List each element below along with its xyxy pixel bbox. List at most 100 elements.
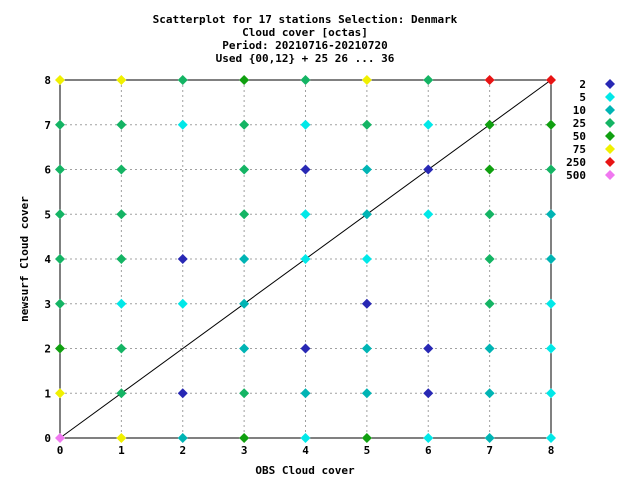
y-tick-label-1: 1 (44, 387, 51, 400)
data-points (55, 75, 556, 443)
data-point-27 (116, 209, 127, 220)
data-point-29 (300, 209, 311, 220)
x-axis-label: OBS Cloud cover (255, 464, 355, 477)
y-axis-label: newsurf Cloud cover (18, 196, 31, 322)
data-point-66 (55, 433, 65, 443)
legend-label-4: 50 (573, 130, 586, 143)
legend-label-6: 250 (566, 156, 586, 169)
data-point-35 (116, 254, 127, 264)
data-point-0 (55, 75, 65, 85)
data-point-51 (239, 343, 250, 354)
data-point-37 (239, 254, 250, 264)
data-point-44 (177, 298, 188, 309)
data-point-31 (423, 209, 434, 220)
y-tick-label-0: 0 (44, 432, 51, 445)
data-point-36 (177, 254, 188, 264)
data-point-5 (361, 75, 372, 85)
data-point-53 (361, 343, 372, 354)
data-point-42 (55, 298, 65, 309)
data-point-32 (484, 209, 495, 220)
legend-marker-7 (605, 170, 615, 180)
legend-marker-3 (605, 118, 615, 128)
data-point-57 (55, 388, 65, 399)
legend-marker-0 (605, 79, 615, 89)
legend-marker-4 (605, 131, 615, 141)
legend-marker-5 (605, 144, 615, 154)
x-tick-label-8: 8 (548, 444, 555, 457)
x-tick-label-0: 0 (57, 444, 64, 457)
y-tick-label-2: 2 (44, 343, 51, 356)
legend-label-5: 75 (573, 143, 586, 156)
data-point-11 (177, 119, 188, 130)
data-point-24 (484, 164, 495, 175)
data-point-60 (239, 388, 250, 399)
y-tick-label-4: 4 (44, 253, 51, 266)
data-point-70 (300, 433, 311, 443)
y-tick-label-5: 5 (44, 208, 51, 221)
legend-marker-6 (605, 157, 615, 167)
data-point-56 (546, 343, 556, 354)
data-point-45 (239, 298, 250, 309)
data-point-39 (361, 254, 372, 264)
data-point-59 (177, 388, 188, 399)
data-point-17 (546, 119, 556, 130)
data-point-33 (546, 209, 556, 220)
legend-marker-1 (605, 92, 615, 102)
data-point-73 (484, 433, 495, 443)
data-point-4 (300, 75, 311, 85)
data-point-18 (55, 164, 65, 175)
data-point-10 (116, 119, 127, 130)
data-point-65 (546, 388, 556, 399)
data-point-40 (484, 254, 495, 264)
title-line-1: Scatterplot for 17 stations Selection: D… (153, 13, 458, 26)
data-point-28 (239, 209, 250, 220)
data-point-54 (423, 343, 434, 354)
data-point-71 (361, 433, 372, 443)
data-point-21 (300, 164, 311, 175)
y-tick-label-6: 6 (44, 164, 51, 177)
data-point-7 (484, 75, 495, 85)
data-point-1 (116, 75, 127, 85)
data-point-43 (116, 298, 127, 309)
x-tick-label-1: 1 (118, 444, 125, 457)
y-tick-label-3: 3 (44, 298, 51, 311)
data-point-22 (361, 164, 372, 175)
data-point-74 (546, 433, 556, 443)
title-line-2: Cloud cover [octas] (242, 26, 368, 39)
legend-label-1: 5 (579, 91, 586, 104)
data-point-47 (484, 298, 495, 309)
data-point-2 (177, 75, 188, 85)
data-point-72 (423, 433, 434, 443)
legend-label-3: 25 (573, 117, 586, 130)
data-point-6 (423, 75, 434, 85)
data-point-26 (55, 209, 65, 220)
x-tick-label-6: 6 (425, 444, 432, 457)
data-point-55 (484, 343, 495, 354)
x-tick-label-3: 3 (241, 444, 248, 457)
data-point-34 (55, 254, 65, 264)
x-tick-label-4: 4 (302, 444, 309, 457)
data-point-9 (55, 119, 65, 130)
data-point-48 (546, 298, 556, 309)
data-point-23 (423, 164, 434, 175)
title-line-3: Period: 20210716-20210720 (222, 39, 388, 52)
x-tick-label-2: 2 (179, 444, 186, 457)
chart-title: Scatterplot for 17 stations Selection: D… (153, 13, 458, 65)
data-point-20 (239, 164, 250, 175)
data-point-3 (239, 75, 250, 85)
legend-label-0: 2 (579, 78, 586, 91)
data-point-38 (300, 254, 311, 264)
x-tick-label-7: 7 (486, 444, 493, 457)
title-line-4: Used {00,12} + 25 26 ... 36 (216, 52, 395, 65)
data-point-14 (361, 119, 372, 130)
data-point-68 (177, 433, 188, 443)
legend-label-2: 10 (573, 104, 586, 117)
y-tick-label-8: 8 (44, 74, 51, 87)
data-point-67 (116, 433, 127, 443)
data-point-25 (546, 164, 556, 175)
data-point-64 (484, 388, 495, 399)
legend-marker-2 (605, 105, 615, 115)
data-point-13 (300, 119, 311, 130)
legend-label-7: 500 (566, 169, 586, 182)
